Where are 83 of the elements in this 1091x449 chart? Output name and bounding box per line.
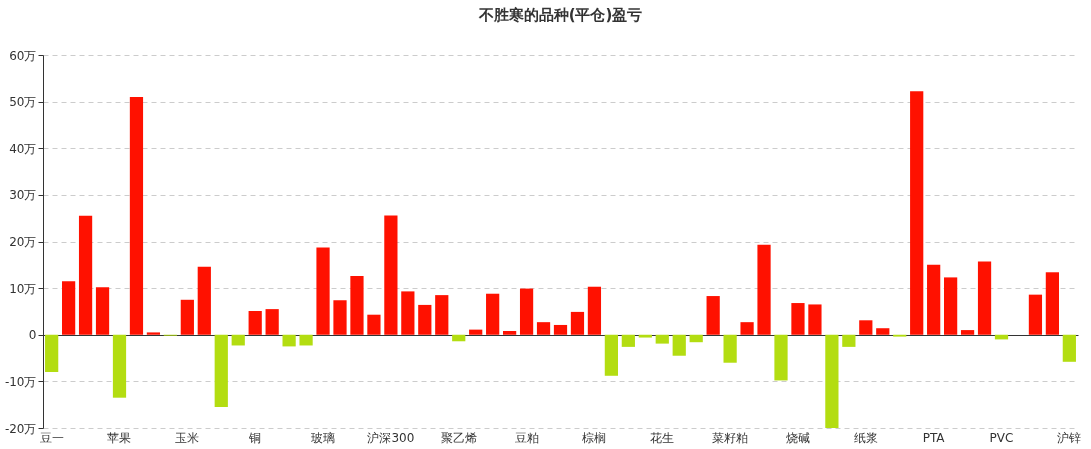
bar (452, 334, 466, 342)
bar (944, 277, 958, 335)
bar (740, 322, 754, 335)
x-tick-label: 聚乙烯 (440, 430, 477, 445)
bar (180, 299, 194, 335)
bar (723, 334, 737, 363)
bar (333, 300, 347, 335)
bar (265, 309, 279, 335)
bar (587, 286, 602, 335)
chart-title: 不胜寒的品种(平仓)盈亏 (477, 6, 643, 24)
x-tick-label: 沪锌 (1057, 430, 1082, 445)
y-tick-label: -10万 (4, 374, 37, 389)
bar (401, 291, 415, 335)
bar (689, 334, 703, 343)
bar (78, 215, 93, 335)
bar (45, 334, 59, 373)
bar (367, 314, 381, 335)
bar (774, 334, 788, 381)
bar (1045, 272, 1059, 335)
bar (1062, 334, 1076, 362)
y-tick-label: 10万 (9, 281, 37, 296)
bar (95, 287, 110, 335)
bar (553, 324, 568, 335)
bar (384, 215, 398, 335)
bar (214, 334, 228, 408)
bar (536, 322, 551, 335)
bar (910, 91, 924, 335)
bar (842, 334, 856, 347)
bar (570, 311, 585, 335)
bar (350, 276, 364, 335)
bar (825, 334, 839, 428)
bar (655, 334, 669, 344)
bar (519, 288, 534, 335)
y-tick-label: 30万 (9, 188, 37, 203)
bar (1028, 294, 1043, 335)
bar (418, 304, 432, 335)
x-tick-label: 玻璃 (311, 430, 336, 445)
x-tick-label: 豆粕 (514, 430, 539, 445)
bar (282, 334, 296, 347)
bar (859, 320, 873, 335)
bar (791, 303, 805, 335)
bar (757, 244, 771, 335)
bar (621, 334, 635, 347)
bar (960, 330, 975, 335)
bar (299, 334, 313, 346)
bar (486, 293, 500, 335)
bar (112, 334, 127, 398)
bar (146, 332, 161, 335)
x-tick-label: 苹果 (107, 430, 132, 445)
bar (197, 266, 211, 335)
y-tick-label: 20万 (9, 235, 37, 249)
bar (706, 296, 720, 335)
x-tick-label: 菜籽粕 (712, 430, 749, 445)
x-tick-label: 花生 (650, 430, 675, 445)
x-tick-label: 沪深300 (367, 430, 415, 445)
bar (927, 264, 941, 335)
y-tick-label: 60万 (9, 48, 37, 63)
bar (62, 281, 76, 335)
x-tick-label: 豆一 (39, 430, 64, 445)
y-tick-label: 0 (28, 328, 37, 343)
bar (129, 96, 144, 335)
bar (503, 331, 517, 335)
bar (469, 329, 483, 335)
bar (435, 295, 449, 335)
bar (604, 334, 618, 376)
bar (316, 247, 330, 335)
x-tick-label: 玉米 (175, 430, 200, 445)
bar (672, 334, 686, 356)
x-tick-label: 棕榈 (582, 430, 607, 445)
bar (876, 328, 890, 335)
bar (638, 334, 652, 338)
bar (248, 310, 262, 335)
x-tick-label: 纸浆 (853, 430, 878, 445)
x-tick-label: 铜 (248, 430, 262, 445)
x-tick-label: PVC (989, 430, 1014, 445)
x-tick-label: 烧碱 (785, 430, 810, 445)
bar (977, 261, 992, 335)
bar (231, 334, 245, 346)
y-tick-label: -20万 (4, 421, 37, 436)
x-tick-label: PTA (922, 430, 946, 445)
bar (808, 304, 822, 335)
y-tick-label: 40万 (9, 141, 37, 156)
y-tick-label: 50万 (9, 95, 37, 110)
